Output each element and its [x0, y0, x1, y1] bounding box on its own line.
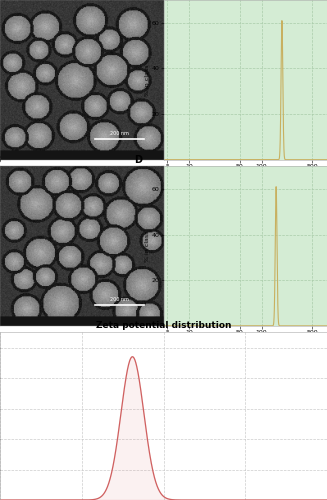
- Text: D: D: [134, 154, 142, 164]
- Text: 200 nm: 200 nm: [110, 297, 129, 302]
- Text: 200 nm: 200 nm: [110, 130, 129, 136]
- Y-axis label: % in class: % in class: [145, 230, 150, 262]
- Y-axis label: % in class: % in class: [145, 64, 150, 96]
- X-axis label: Diameter (nm): Diameter (nm): [216, 338, 274, 344]
- Title: Zeta potential distribution: Zeta potential distribution: [96, 321, 231, 330]
- Text: B: B: [0, 154, 1, 164]
